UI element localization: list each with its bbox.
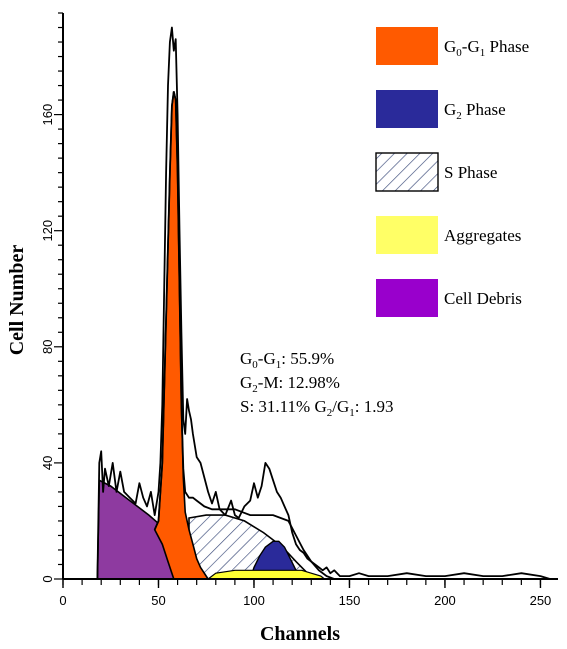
legend-label: G0-G1 Phase [444, 37, 529, 59]
x-tick-label: 250 [530, 593, 552, 608]
series-layer [63, 26, 551, 580]
stats-annotation: G0-G1: 55.9% G2-M: 12.98% S: 31.11% G2/G… [240, 349, 393, 419]
series-aggregates [206, 569, 327, 580]
y-tick-label: 160 [40, 104, 55, 126]
y-axis-title: Cell Number [6, 245, 28, 356]
legend-label: G2 Phase [444, 100, 506, 122]
y-tick-label: 120 [40, 220, 55, 242]
x-axis-title: Channels [260, 623, 340, 645]
legend-label: Cell Debris [444, 289, 522, 308]
ticks-layer: 0 40 80 120 160 0 50 100 150 200 250 [40, 12, 552, 608]
stats-line-3: S: 31.11% G2/G1: 1.93 [240, 397, 393, 419]
legend-label: Aggregates [444, 226, 521, 245]
legend-item-debris: Cell Debris [376, 279, 522, 317]
legend-item-g0g1: G0-G1 Phase [376, 27, 529, 65]
stats-line-1: G0-G1: 55.9% [240, 349, 334, 371]
legend-swatch [375, 152, 439, 192]
y-tick-label: 40 [40, 456, 55, 470]
x-tick-label: 100 [243, 593, 265, 608]
legend-item-aggregates: Aggregates [376, 216, 521, 254]
legend-swatch [376, 216, 438, 254]
legend-swatch [376, 90, 438, 128]
legend-swatch [376, 279, 438, 317]
x-tick-label: 200 [434, 593, 456, 608]
x-tick-label: 150 [339, 593, 361, 608]
axes-layer [62, 13, 558, 580]
series-histogram-outline [63, 26, 551, 580]
legend-swatch [376, 27, 438, 65]
x-tick-label: 50 [151, 593, 165, 608]
legend: G0-G1 Phase G2 Phase S Phase Aggregates Cell… [375, 27, 529, 317]
stats-line-2: G2-M: 12.98% [240, 373, 340, 395]
legend-label: S Phase [444, 163, 497, 182]
x-tick-label: 0 [59, 593, 66, 608]
legend-item-g2: G2 Phase [376, 90, 506, 128]
y-tick-label: 0 [40, 575, 55, 582]
legend-item-s: S Phase [375, 152, 497, 192]
y-tick-label: 80 [40, 340, 55, 354]
